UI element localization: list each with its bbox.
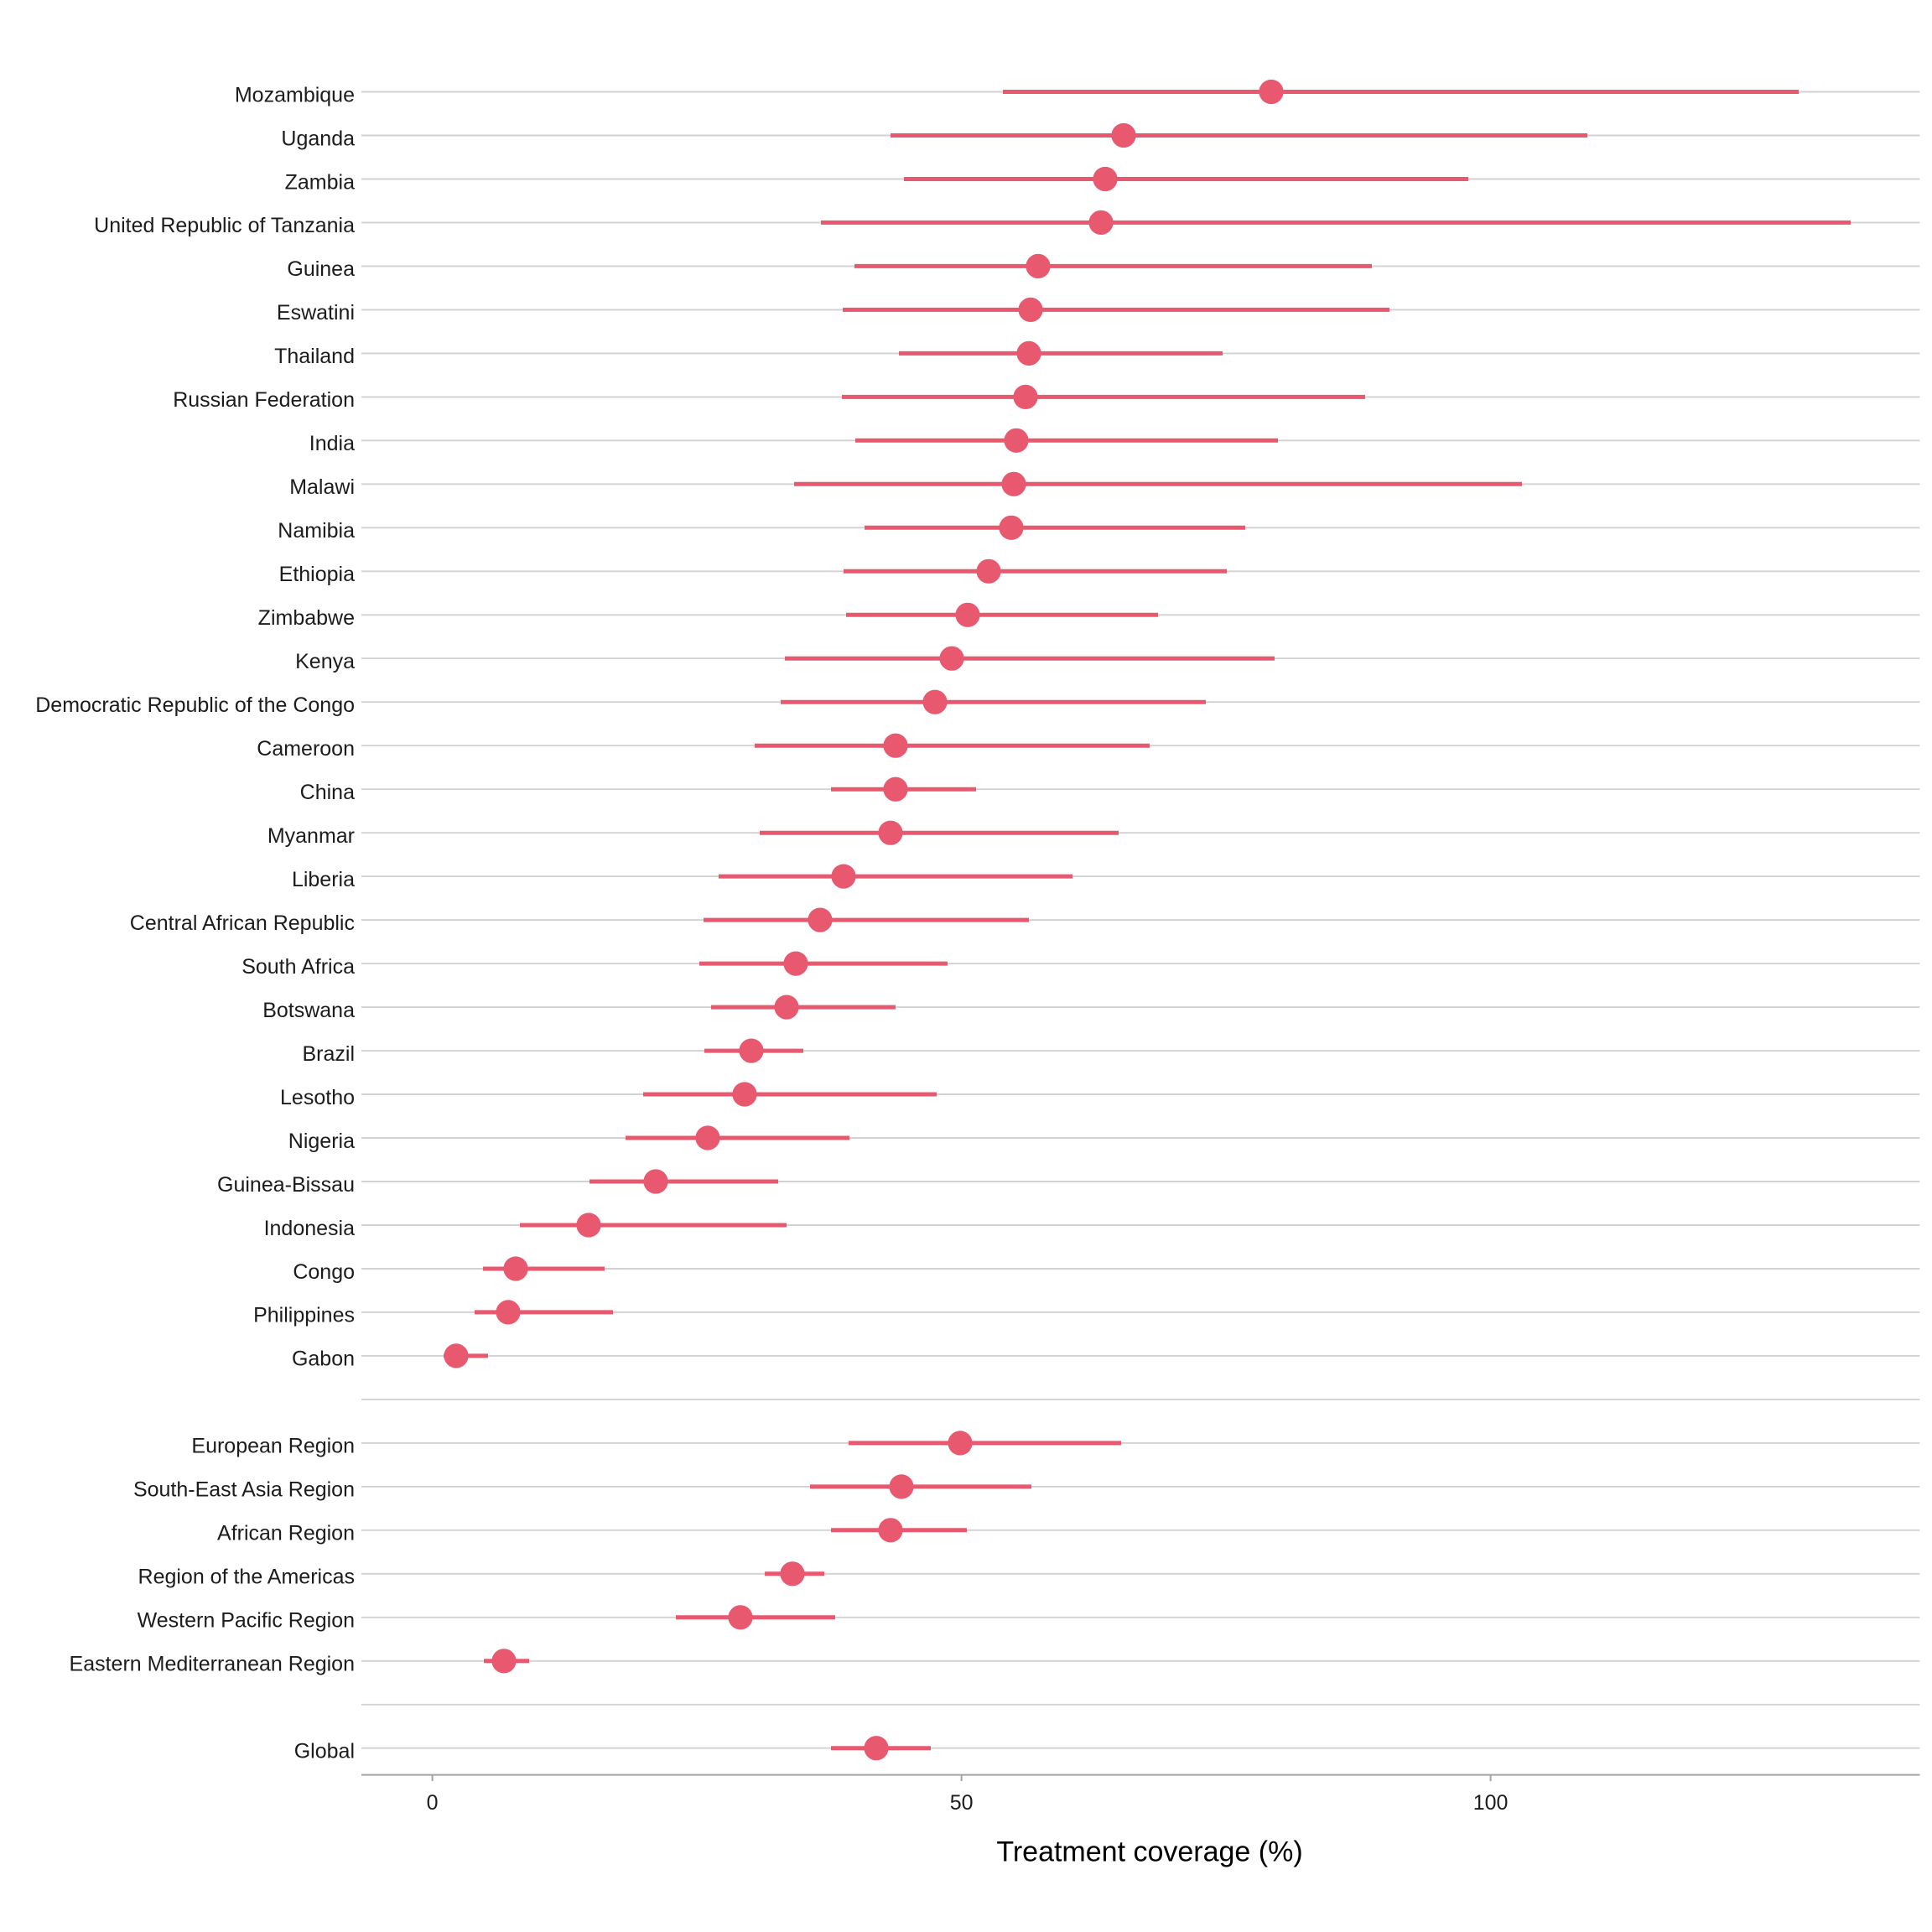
svg-text:Myanmar: Myanmar xyxy=(267,824,355,848)
svg-text:South Africa: South Africa xyxy=(242,955,355,979)
svg-text:Malawi: Malawi xyxy=(289,475,355,499)
svg-text:Eastern Mediterranean Region: Eastern Mediterranean Region xyxy=(70,1653,355,1676)
svg-text:Treatment coverage (%): Treatment coverage (%) xyxy=(996,1836,1302,1868)
svg-text:Lesotho: Lesotho xyxy=(280,1086,355,1109)
svg-text:European Region: European Region xyxy=(191,1435,355,1458)
svg-text:Guinea: Guinea xyxy=(287,257,355,281)
svg-text:Eswatini: Eswatini xyxy=(277,301,355,325)
svg-text:Cameroon: Cameroon xyxy=(257,737,355,761)
svg-text:Kenya: Kenya xyxy=(295,650,355,673)
svg-text:China: China xyxy=(300,781,355,804)
svg-text:Zambia: Zambia xyxy=(285,170,355,194)
svg-text:Namibia: Namibia xyxy=(278,519,355,543)
svg-text:Global: Global xyxy=(294,1740,355,1763)
svg-text:50: 50 xyxy=(950,1791,974,1815)
svg-text:Zimbabwe: Zimbabwe xyxy=(258,606,355,630)
svg-text:0: 0 xyxy=(427,1791,439,1815)
svg-text:Russian Federation: Russian Federation xyxy=(173,388,355,412)
svg-text:Thailand: Thailand xyxy=(274,345,355,368)
svg-text:Western Pacific Region: Western Pacific Region xyxy=(138,1609,355,1633)
svg-text:100: 100 xyxy=(1473,1791,1509,1815)
svg-text:Guinea-Bissau: Guinea-Bissau xyxy=(217,1173,355,1197)
svg-text:South-East Asia Region: South-East Asia Region xyxy=(133,1478,355,1502)
svg-text:Indonesia: Indonesia xyxy=(264,1217,356,1240)
svg-text:Liberia: Liberia xyxy=(292,868,355,891)
svg-text:Gabon: Gabon xyxy=(292,1348,355,1371)
svg-text:Brazil: Brazil xyxy=(302,1042,355,1066)
svg-text:Nigeria: Nigeria xyxy=(288,1130,355,1153)
svg-text:Democratic Republic of the Con: Democratic Republic of the Congo xyxy=(35,693,355,717)
svg-text:African Region: African Region xyxy=(217,1522,355,1545)
svg-text:India: India xyxy=(309,432,355,455)
svg-text:Botswana: Botswana xyxy=(262,999,355,1022)
svg-text:Region of the Americas: Region of the Americas xyxy=(138,1566,355,1589)
svg-text:Philippines: Philippines xyxy=(253,1304,355,1327)
svg-text:Ethiopia: Ethiopia xyxy=(279,563,355,586)
svg-text:Uganda: Uganda xyxy=(281,127,355,150)
svg-text:Congo: Congo xyxy=(293,1260,355,1284)
svg-text:Central African Republic: Central African Republic xyxy=(130,911,355,935)
svg-text:United Republic of Tanzania: United Republic of Tanzania xyxy=(94,214,355,237)
svg-text:Mozambique: Mozambique xyxy=(235,83,355,106)
